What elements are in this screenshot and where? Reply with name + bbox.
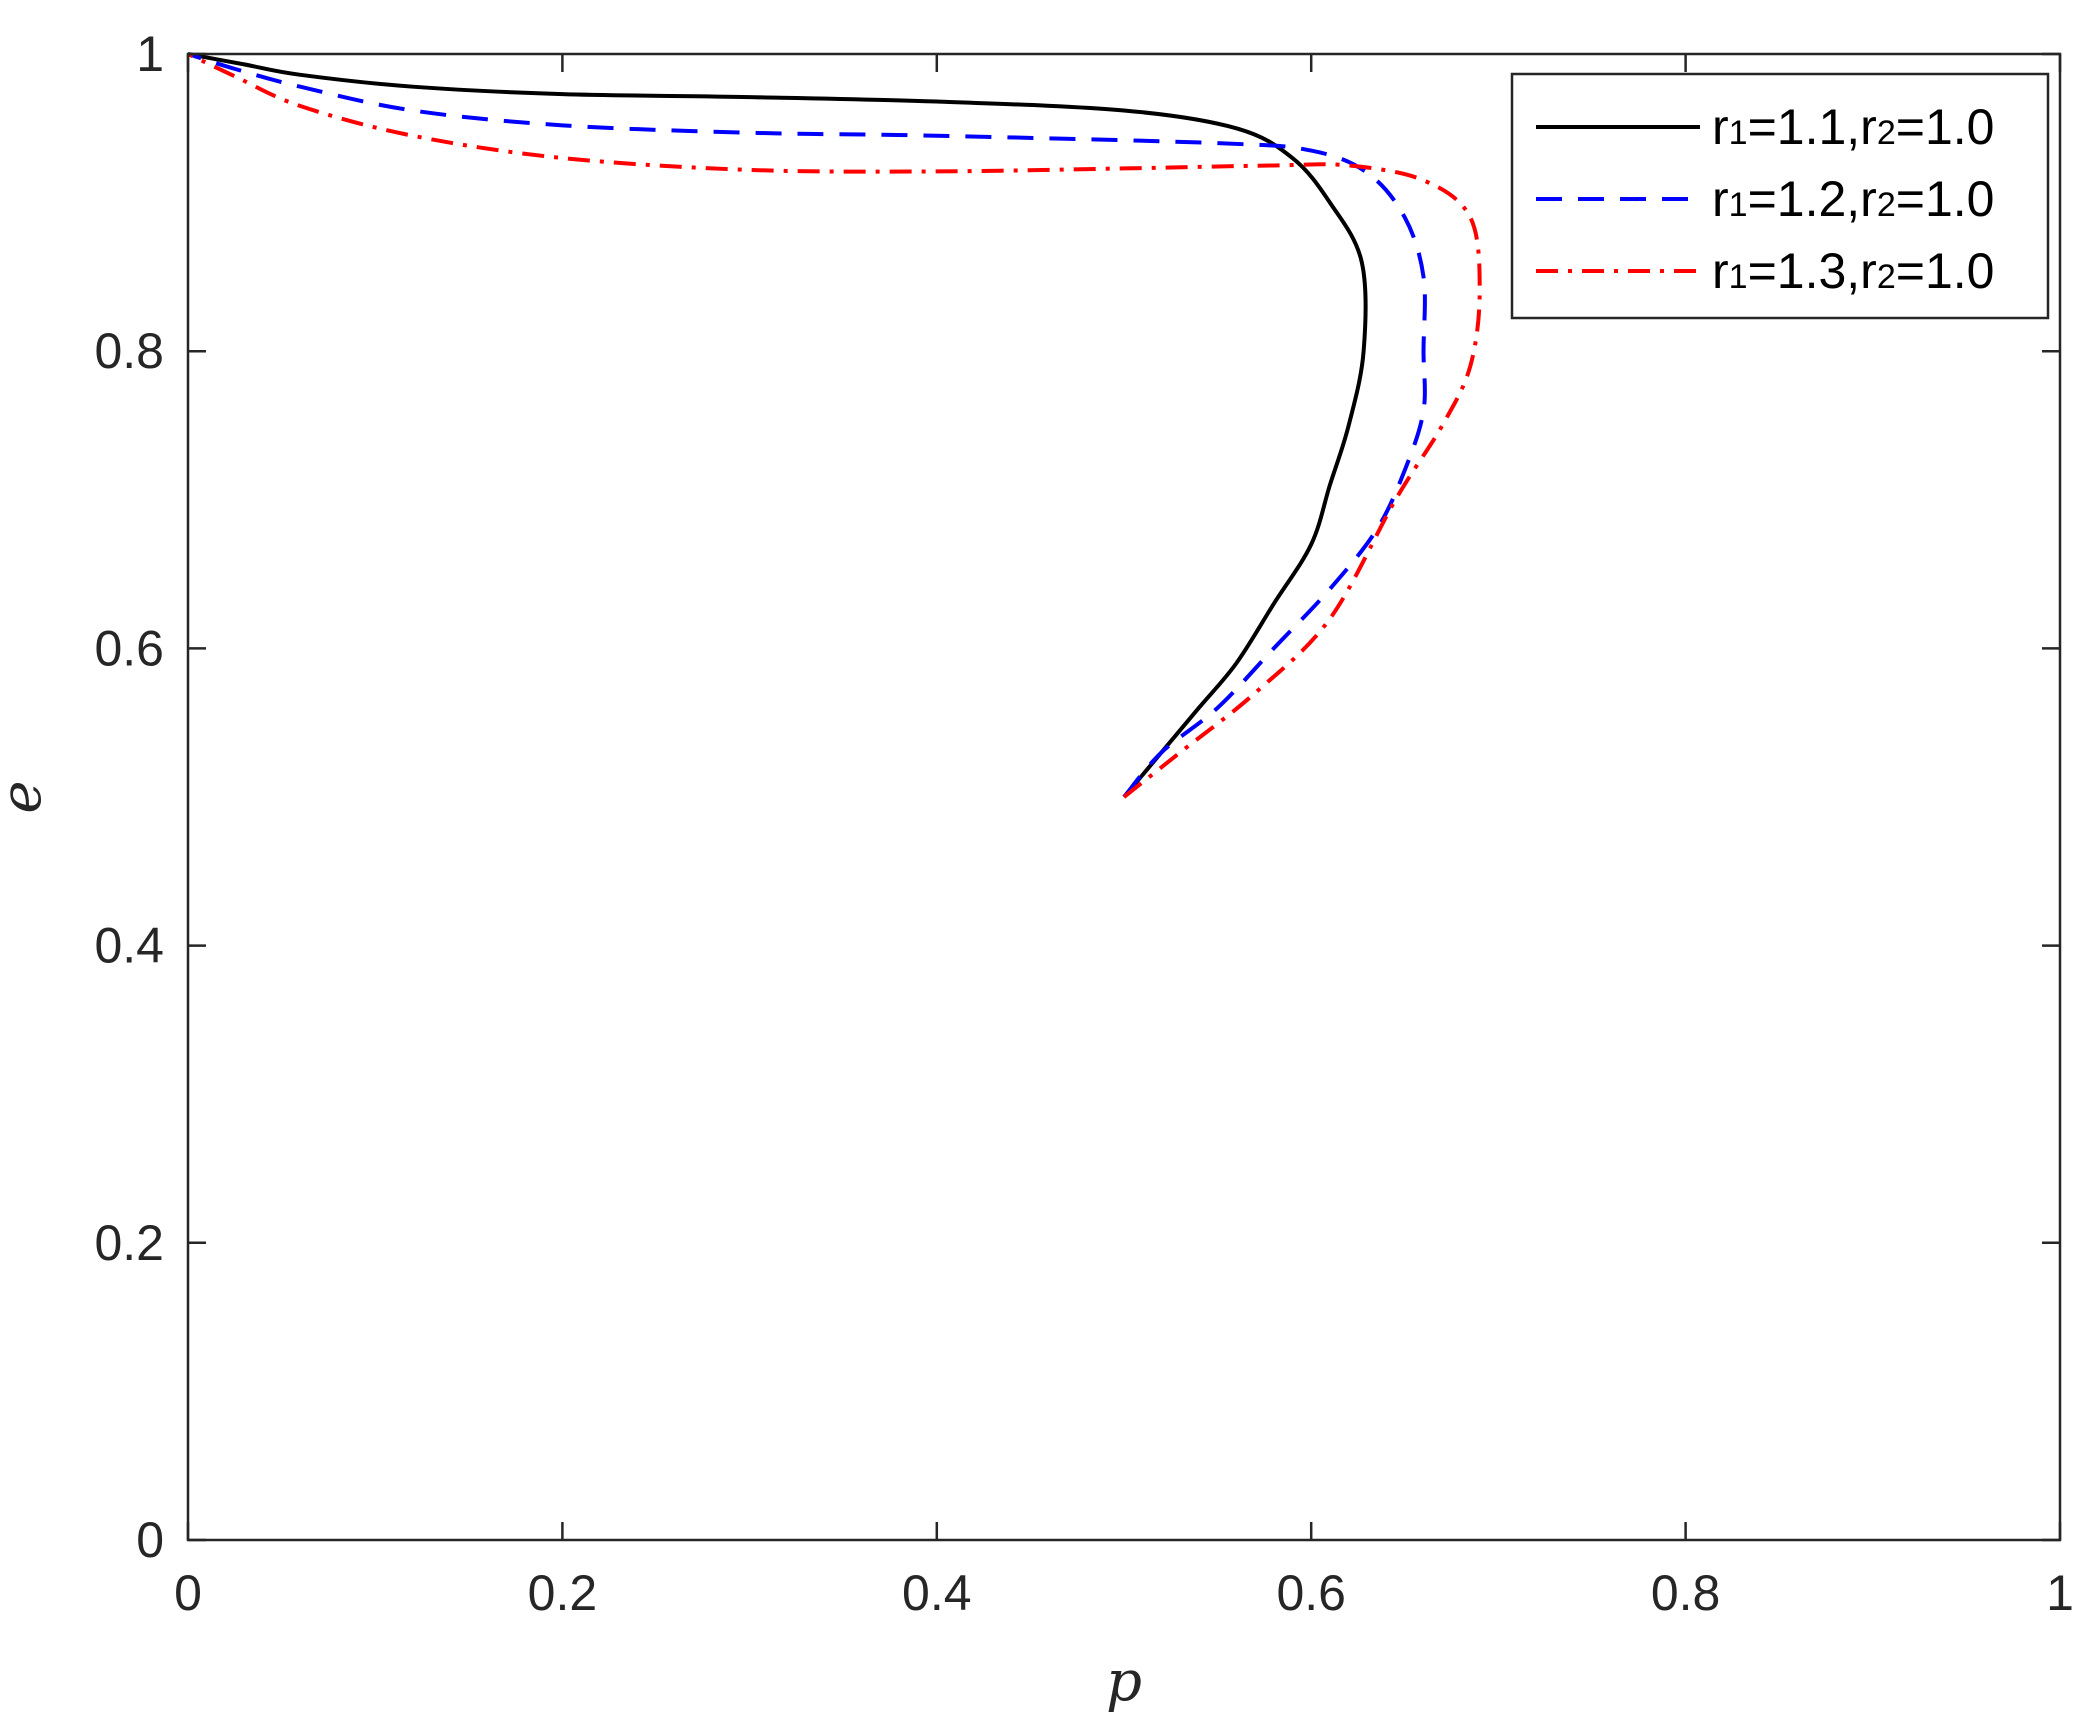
- y-tick-label: 0.4: [94, 918, 164, 974]
- series-line-3: [187, 52, 1482, 799]
- x-tick-label: 1: [2046, 1565, 2074, 1621]
- legend-box: [1510, 72, 2050, 320]
- y-tick-label: 0.2: [94, 1215, 164, 1271]
- series-line-2: [187, 52, 1427, 799]
- legend: r1=1.1,r2=1.0 r1=1.2,r2=1.0 r1=1.3,r2=1.0: [1510, 72, 2050, 320]
- x-tick-label: 0.2: [528, 1565, 598, 1621]
- x-tick-label: 0.6: [1276, 1565, 1346, 1621]
- series-line-1: [187, 52, 1368, 799]
- x-tick-label: 0.4: [902, 1565, 972, 1621]
- legend-label: r1=1.3,r2=1.0: [1712, 243, 1994, 299]
- y-axis-label: e: [0, 780, 54, 813]
- y-tick-label: 0.6: [94, 620, 164, 676]
- series-layer: [187, 52, 1482, 799]
- x-tick-label: 0: [174, 1565, 202, 1621]
- y-tick-label: 0: [136, 1512, 164, 1568]
- legend-label: r1=1.1,r2=1.0: [1712, 99, 1994, 155]
- x-axis-label: p: [1106, 1649, 1142, 1714]
- legend-label: r1=1.2,r2=1.0: [1712, 171, 1994, 227]
- labels-layer: p e: [0, 780, 1142, 1714]
- ticks-layer: 0 0.2 0.4 0.6 0.8 1 0 0.2 0.4 0.6 0.8 1: [94, 26, 2073, 1621]
- x-tick-label: 0.8: [1651, 1565, 1721, 1621]
- y-tick-label: 1: [136, 26, 164, 82]
- y-tick-label: 0.8: [94, 323, 164, 379]
- axes-box: [186, 52, 2062, 1542]
